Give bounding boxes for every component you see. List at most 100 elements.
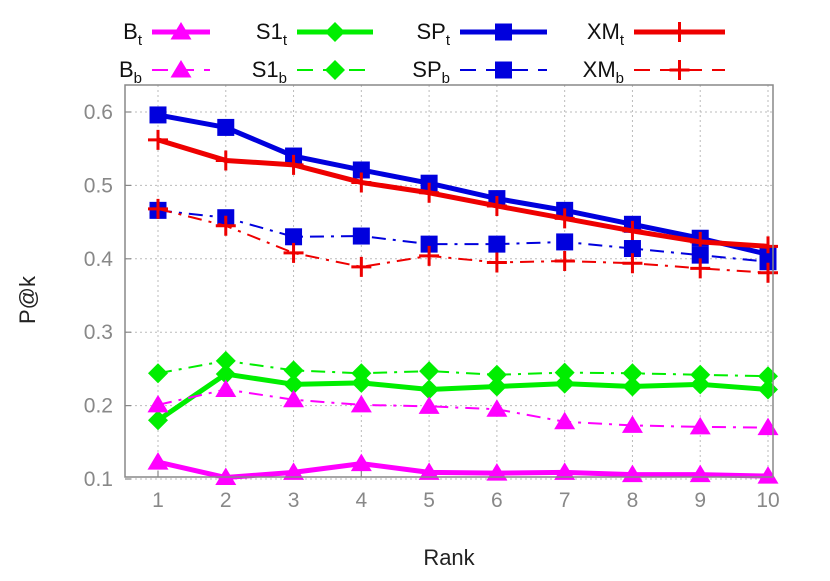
x-tick-label: 7	[559, 489, 571, 512]
data-point	[486, 376, 507, 397]
legend-entry: S1b	[252, 57, 373, 87]
x-tick-label: 6	[491, 489, 503, 512]
data-point	[215, 215, 236, 236]
legend-marker	[669, 60, 690, 80]
data-point	[621, 415, 643, 433]
data-point	[418, 462, 440, 480]
series-line	[157, 112, 769, 257]
legend-entry: SPt	[416, 19, 547, 49]
series-xm-b	[148, 198, 778, 283]
legend-marker	[170, 22, 192, 40]
data-point	[488, 235, 506, 253]
legend-marker	[325, 60, 345, 80]
x-tick-label: 9	[694, 489, 706, 512]
data-point	[215, 350, 236, 371]
x-tick-label: 1	[152, 489, 164, 512]
legend-marker	[495, 61, 512, 79]
legend-marker	[495, 23, 512, 41]
y-tick-label: 0.3	[84, 321, 113, 344]
data-point	[622, 363, 643, 384]
data-point	[215, 150, 236, 171]
legend-label: S1b	[252, 57, 287, 87]
legend-marker	[669, 22, 690, 42]
series-s1-t	[148, 364, 778, 431]
data-point	[486, 399, 508, 417]
data-point	[215, 379, 237, 397]
grid	[125, 85, 773, 480]
x-tick-label: 4	[355, 489, 367, 512]
data-point	[283, 154, 304, 175]
series-layer	[147, 106, 779, 486]
legend-entry: SPb	[412, 57, 547, 87]
series-line	[157, 388, 769, 429]
y-axis-label: P@k	[15, 275, 40, 324]
data-point	[419, 361, 440, 382]
legend-entry: XMt	[587, 19, 725, 49]
data-point	[623, 240, 641, 258]
data-point	[418, 396, 440, 414]
data-point	[147, 394, 169, 413]
legend-label: SPb	[412, 57, 450, 87]
data-point	[350, 453, 372, 472]
data-point	[350, 394, 372, 413]
series-line	[156, 371, 769, 423]
y-tick-label: 0.4	[84, 248, 114, 271]
data-point	[283, 360, 304, 381]
series-xm-t	[148, 129, 778, 257]
legend-label: XMb	[583, 57, 624, 87]
legend-label: SPt	[416, 19, 450, 49]
data-point	[149, 106, 167, 124]
data-point	[215, 364, 236, 385]
series-line	[157, 137, 769, 249]
data-point	[622, 376, 643, 397]
data-point	[420, 235, 438, 253]
series-line	[157, 459, 769, 481]
plot-frame	[124, 84, 774, 478]
data-point	[622, 220, 643, 241]
legend-label: Bb	[119, 57, 142, 87]
data-point	[691, 246, 709, 264]
data-point	[690, 364, 711, 385]
data-point	[554, 208, 575, 229]
data-point	[554, 411, 576, 430]
legend-entry: XMb	[583, 57, 725, 87]
y-tick-label: 0.2	[84, 395, 113, 418]
data-point	[148, 410, 168, 431]
data-point	[689, 416, 711, 435]
data-point	[283, 462, 305, 480]
legend-entry: S1t	[256, 19, 373, 49]
data-point	[351, 256, 372, 277]
data-point	[690, 258, 711, 279]
data-point	[351, 172, 372, 193]
legend-entry: Bt	[123, 19, 210, 49]
data-point	[622, 253, 643, 274]
y-tick-label: 0.1	[84, 468, 113, 491]
data-point	[148, 129, 168, 150]
data-point	[351, 363, 372, 384]
data-point	[758, 366, 778, 387]
data-point	[758, 262, 778, 283]
legend-marker	[325, 22, 345, 42]
data-point	[283, 389, 305, 408]
legend-label: S1t	[256, 19, 288, 49]
data-point	[419, 245, 440, 266]
data-point	[556, 233, 574, 251]
y-tick-label: 0.6	[84, 101, 113, 124]
data-point	[758, 236, 778, 257]
legend-marker	[170, 60, 192, 78]
data-point	[554, 362, 575, 383]
data-point	[352, 161, 370, 179]
legend-label: XMt	[587, 19, 625, 49]
data-point	[217, 118, 235, 136]
legend: Bt S1t SPt XMt Bb S1b SPb XMb	[119, 19, 725, 87]
data-point	[757, 466, 779, 484]
data-point	[148, 198, 168, 219]
data-point	[419, 182, 440, 203]
data-point	[147, 452, 169, 470]
series-b-b	[147, 379, 779, 436]
data-point	[283, 242, 304, 263]
data-point	[285, 228, 303, 246]
data-point	[757, 417, 779, 436]
x-tick-label: 10	[756, 489, 779, 512]
